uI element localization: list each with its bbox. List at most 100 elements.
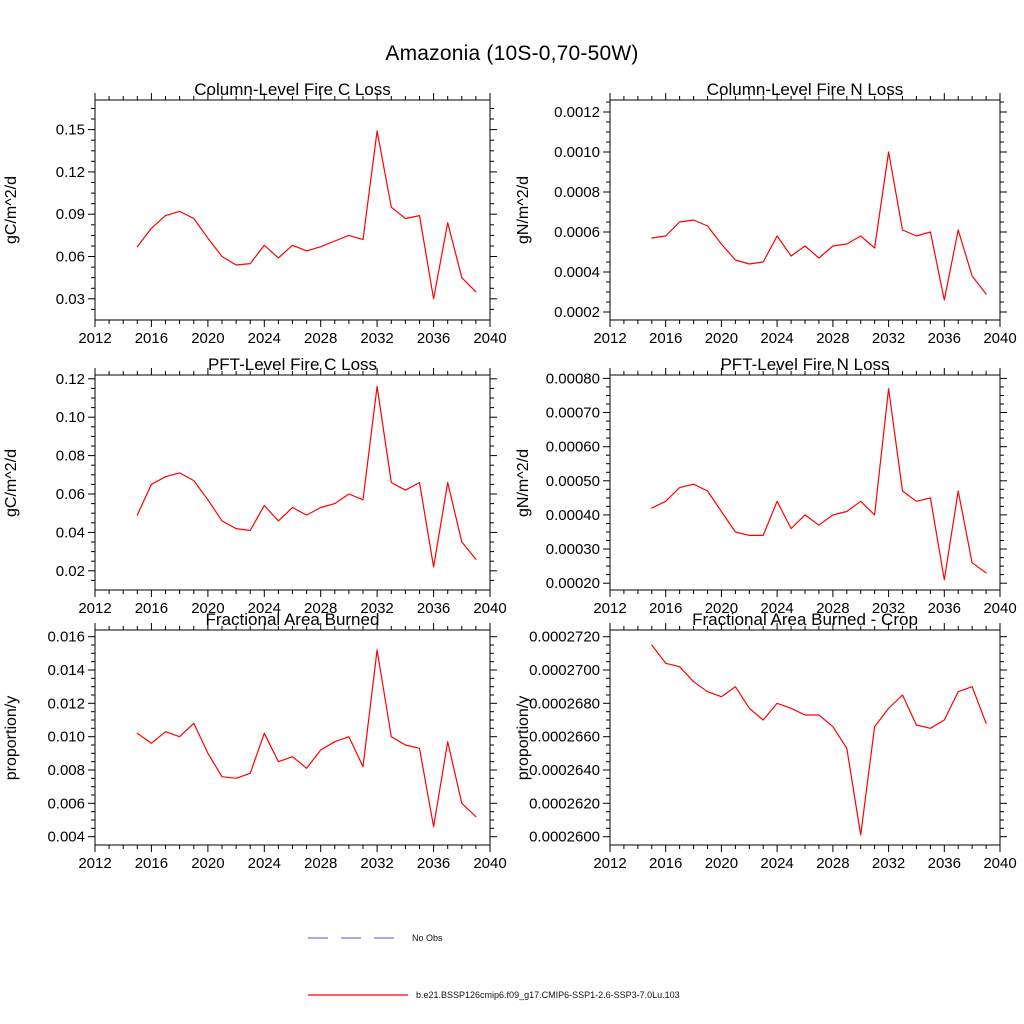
svg-text:2028: 2028 (816, 600, 849, 617)
svg-text:2036: 2036 (417, 600, 450, 617)
chart-panel-fractional-area-burned-crop: Fractional Area Burned - Crop proportion… (512, 610, 1024, 910)
svg-text:0.0002680: 0.0002680 (529, 695, 600, 712)
svg-text:0.0002660: 0.0002660 (529, 729, 600, 746)
model-legend-line (308, 994, 408, 996)
svg-text:2024: 2024 (248, 600, 281, 617)
svg-text:2012: 2012 (593, 600, 626, 617)
svg-text:2028: 2028 (816, 330, 849, 347)
chart-panel-pft-fire-c-loss: PFT-Level Fire C Loss gC/m^2/d 2012 2016 2… (0, 355, 512, 655)
svg-text:2032: 2032 (872, 600, 905, 617)
chart-panel-pft-fire-n-loss: PFT-Level Fire N Loss gN/m^2/d 2012 2016 2… (512, 355, 1024, 655)
svg-text:2016: 2016 (135, 330, 168, 347)
svg-text:2016: 2016 (135, 600, 168, 617)
svg-text:2036: 2036 (417, 330, 450, 347)
svg-text:2032: 2032 (872, 855, 905, 872)
svg-text:2036: 2036 (928, 330, 961, 347)
svg-text:2016: 2016 (649, 330, 682, 347)
svg-text:2036: 2036 (928, 855, 961, 872)
svg-text:0.0002620: 0.0002620 (529, 795, 600, 812)
svg-text:2040: 2040 (473, 600, 506, 617)
svg-text:0.008: 0.008 (47, 762, 85, 779)
svg-text:0.00070: 0.00070 (546, 405, 600, 422)
svg-text:2028: 2028 (816, 855, 849, 872)
svg-text:0.0006: 0.0006 (554, 224, 600, 241)
svg-text:2012: 2012 (593, 330, 626, 347)
line-chart: 2012 2016 2020 2024 2028 2032 2036 2040 0.004 0.0… (47, 623, 507, 872)
svg-text:0.004: 0.004 (47, 829, 85, 846)
chart-title: Column-Level Fire N Loss (706, 80, 904, 99)
svg-text:0.00080: 0.00080 (546, 370, 600, 387)
svg-text:2012: 2012 (78, 600, 111, 617)
svg-text:2012: 2012 (78, 330, 111, 347)
svg-text:0.10: 0.10 (56, 409, 85, 426)
chart-title: Fractional Area Burned - Crop (692, 610, 918, 629)
svg-text:2012: 2012 (78, 855, 111, 872)
svg-text:2020: 2020 (191, 600, 224, 617)
chart-title: Fractional Area Burned (205, 610, 380, 629)
svg-text:2032: 2032 (360, 600, 393, 617)
svg-text:2028: 2028 (304, 855, 337, 872)
svg-text:0.03: 0.03 (56, 291, 85, 308)
line-chart: 2012 2016 2020 2024 2028 2032 2036 2040 0.03 0.06… (56, 93, 507, 347)
svg-text:0.06: 0.06 (56, 486, 85, 503)
svg-text:0.0008: 0.0008 (554, 184, 600, 201)
svg-text:0.00040: 0.00040 (546, 507, 600, 524)
svg-text:0.08: 0.08 (56, 448, 85, 465)
svg-text:2036: 2036 (417, 855, 450, 872)
svg-text:2020: 2020 (705, 600, 738, 617)
svg-text:0.09: 0.09 (56, 206, 85, 223)
svg-text:2040: 2040 (473, 855, 506, 872)
no-obs-legend-line (308, 937, 403, 939)
svg-text:2040: 2040 (983, 855, 1016, 872)
svg-text:2024: 2024 (760, 855, 793, 872)
svg-text:0.0002700: 0.0002700 (529, 662, 600, 679)
svg-text:0.00060: 0.00060 (546, 439, 600, 456)
svg-text:2040: 2040 (983, 330, 1016, 347)
svg-text:0.04: 0.04 (56, 524, 85, 541)
chart-panel-column-fire-n-loss: Column-Level Fire N Loss gN/m^2/d 2012 20… (512, 80, 1024, 380)
svg-text:2020: 2020 (191, 855, 224, 872)
svg-text:0.014: 0.014 (47, 662, 85, 679)
svg-text:0.010: 0.010 (47, 729, 85, 746)
svg-text:0.0004: 0.0004 (554, 264, 600, 281)
legend-no-obs: No Obs (308, 933, 443, 943)
legend-model-label: b.e21.BSSP126cmip6.f09_g17.CMIP6-SSP1-2.… (416, 990, 680, 1000)
svg-text:2020: 2020 (191, 330, 224, 347)
svg-text:2028: 2028 (304, 330, 337, 347)
svg-text:0.006: 0.006 (47, 795, 85, 812)
svg-text:0.0010: 0.0010 (554, 144, 600, 161)
svg-text:0.12: 0.12 (56, 164, 85, 181)
svg-text:0.06: 0.06 (56, 249, 85, 266)
page-title: Amazonia (10S-0,70-50W) (385, 42, 639, 65)
svg-text:0.0002720: 0.0002720 (529, 629, 600, 646)
svg-text:2020: 2020 (705, 330, 738, 347)
chart-title: PFT-Level Fire C Loss (207, 355, 378, 374)
svg-text:2032: 2032 (872, 330, 905, 347)
svg-text:0.00020: 0.00020 (546, 575, 600, 592)
svg-text:2024: 2024 (248, 330, 281, 347)
svg-text:2016: 2016 (649, 855, 682, 872)
svg-text:0.15: 0.15 (56, 122, 85, 139)
svg-text:2032: 2032 (360, 330, 393, 347)
svg-text:2036: 2036 (928, 600, 961, 617)
svg-text:2032: 2032 (360, 855, 393, 872)
svg-text:2012: 2012 (593, 855, 626, 872)
svg-text:2020: 2020 (705, 855, 738, 872)
svg-text:0.0002: 0.0002 (554, 304, 600, 321)
svg-text:0.00050: 0.00050 (546, 473, 600, 490)
legend-no-obs-label: No Obs (412, 933, 443, 943)
svg-text:0.0012: 0.0012 (554, 104, 600, 121)
svg-text:2024: 2024 (760, 600, 793, 617)
svg-text:2028: 2028 (304, 600, 337, 617)
chart-panel-column-fire-c-loss: Column-Level Fire C Loss gC/m^2/d 2012 20… (0, 80, 512, 380)
chart-title: Column-Level Fire C Loss (194, 80, 391, 99)
svg-text:0.12: 0.12 (56, 371, 85, 388)
line-chart: 2012 2016 2020 2024 2028 2032 2036 2040 0.0002 0.… (554, 93, 1017, 347)
svg-text:0.00030: 0.00030 (546, 541, 600, 558)
svg-text:2016: 2016 (649, 600, 682, 617)
svg-text:0.016: 0.016 (47, 629, 85, 646)
svg-text:0.012: 0.012 (47, 695, 85, 712)
svg-text:0.02: 0.02 (56, 563, 85, 580)
svg-text:0.0002600: 0.0002600 (529, 829, 600, 846)
